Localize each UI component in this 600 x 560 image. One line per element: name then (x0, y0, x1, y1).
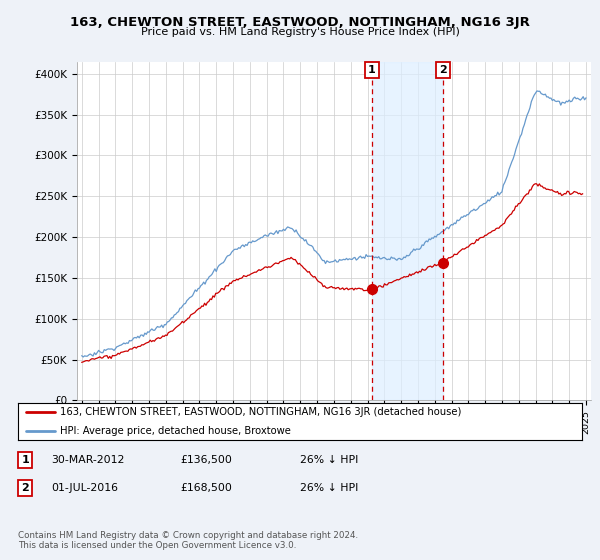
Text: Contains HM Land Registry data © Crown copyright and database right 2024.
This d: Contains HM Land Registry data © Crown c… (18, 531, 358, 550)
Text: 163, CHEWTON STREET, EASTWOOD, NOTTINGHAM, NG16 3JR: 163, CHEWTON STREET, EASTWOOD, NOTTINGHA… (70, 16, 530, 29)
Text: 26% ↓ HPI: 26% ↓ HPI (300, 483, 358, 493)
Text: 26% ↓ HPI: 26% ↓ HPI (300, 455, 358, 465)
Bar (372, 62, 443, 400)
Text: 01-JUL-2016: 01-JUL-2016 (51, 483, 118, 493)
Text: 2: 2 (439, 65, 447, 75)
Text: 163, CHEWTON STREET, EASTWOOD, NOTTINGHAM, NG16 3JR (detached house): 163, CHEWTON STREET, EASTWOOD, NOTTINGHA… (60, 407, 461, 417)
Text: £136,500: £136,500 (180, 455, 232, 465)
Text: 1: 1 (22, 455, 29, 465)
Text: 30-MAR-2012: 30-MAR-2012 (51, 455, 124, 465)
Text: Price paid vs. HM Land Registry's House Price Index (HPI): Price paid vs. HM Land Registry's House … (140, 27, 460, 37)
Text: 2: 2 (22, 483, 29, 493)
Text: HPI: Average price, detached house, Broxtowe: HPI: Average price, detached house, Brox… (60, 426, 291, 436)
Text: £168,500: £168,500 (180, 483, 232, 493)
Text: 1: 1 (368, 65, 376, 75)
